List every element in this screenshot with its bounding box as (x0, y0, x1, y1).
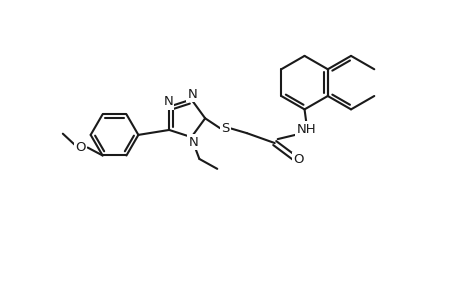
Text: N: N (187, 88, 197, 101)
Text: O: O (75, 141, 86, 154)
Text: S: S (220, 122, 229, 135)
Text: O: O (293, 153, 303, 167)
Text: N: N (188, 136, 198, 148)
Text: N: N (163, 95, 173, 108)
Text: NH: NH (296, 123, 316, 136)
